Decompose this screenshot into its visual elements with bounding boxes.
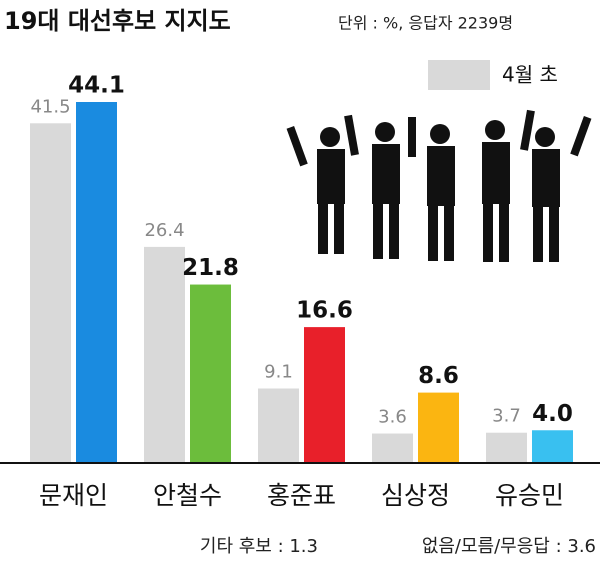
value-label: 41.5 — [30, 96, 70, 117]
chart-title: 19대 대선후보 지지도 — [4, 7, 231, 35]
bar — [486, 432, 527, 463]
value-label: 21.8 — [182, 255, 239, 281]
value-label: 3.6 — [378, 407, 407, 428]
legend-swatch — [428, 60, 490, 90]
bar — [304, 327, 345, 463]
value-label: 44.1 — [68, 73, 125, 99]
bar — [30, 123, 71, 463]
illustration — [286, 109, 592, 262]
annotation: 없음/모름/무응답 : 3.6 — [422, 536, 596, 557]
x-tick-label: 안철수 — [153, 481, 222, 510]
bar — [258, 388, 299, 463]
bar — [418, 392, 459, 463]
x-tick-label: 심상정 — [381, 481, 450, 510]
value-label: 16.6 — [296, 298, 353, 324]
x-tick-label: 홍준표 — [267, 481, 336, 510]
value-label: 8.6 — [418, 363, 459, 389]
x-tick-label: 유승민 — [495, 481, 564, 510]
x-tick-label: 문재인 — [39, 481, 108, 510]
bar — [76, 102, 117, 463]
bar — [190, 284, 231, 463]
bar — [532, 430, 573, 463]
value-label: 26.4 — [144, 220, 184, 241]
bar — [144, 246, 185, 463]
bar — [372, 433, 413, 463]
chart-subtitle: 단위 : %, 응답자 2239명 — [338, 14, 513, 33]
value-label: 3.7 — [492, 406, 521, 427]
annotation: 기타 후보 : 1.3 — [200, 536, 318, 557]
value-label: 4.0 — [532, 401, 573, 427]
value-label: 9.1 — [264, 362, 293, 383]
legend-label: 4월 초 — [502, 63, 558, 87]
